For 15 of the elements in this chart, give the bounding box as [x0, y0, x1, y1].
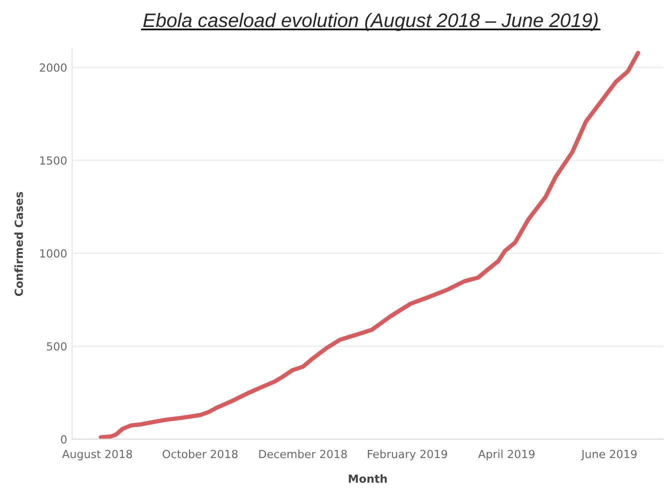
- y-tick-label: 2000: [40, 63, 67, 72]
- x-axis-title: Month: [348, 474, 387, 483]
- chart-title: Ebola caseload evolution (August 2018 – June 2019): [143, 12, 598, 32]
- x-tick-label: August 2018: [62, 450, 132, 460]
- x-tick-label: April 2019: [478, 450, 535, 460]
- line-series: [98, 50, 640, 440]
- y-tick-label: 0: [60, 435, 67, 444]
- x-tick-label: December 2018: [259, 450, 347, 458]
- x-tick-label: February 2019: [368, 450, 448, 460]
- y-tick-label: 500: [46, 342, 67, 351]
- y-tick-label: 1000: [40, 249, 67, 258]
- y-tick-label: 1500: [40, 156, 67, 165]
- x-tick-label: October 2018: [162, 450, 238, 458]
- y-axis-title: Confirmed Cases: [14, 192, 23, 296]
- x-tick-label: June 2019: [580, 450, 637, 460]
